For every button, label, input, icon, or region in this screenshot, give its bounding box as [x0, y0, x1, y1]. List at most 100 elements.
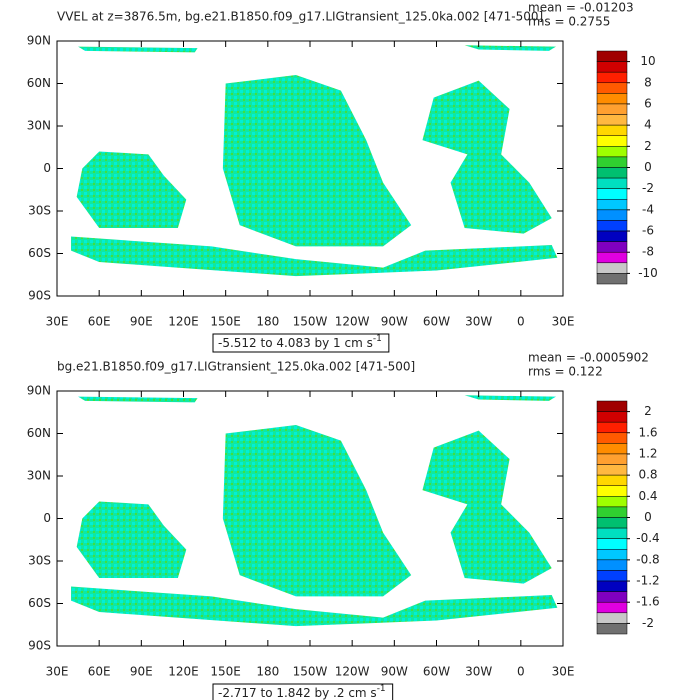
- ocean-field: [464, 45, 556, 51]
- x-tick-label: 120E: [168, 665, 199, 679]
- colorbar-label: -1.2: [636, 574, 659, 588]
- colorbar-label: 0.8: [638, 468, 657, 482]
- colorbar-swatch: [596, 432, 628, 444]
- colorbar-swatch: [596, 188, 628, 200]
- colorbar-swatch: [596, 273, 628, 285]
- colorbar-swatch: [596, 50, 628, 62]
- y-tick-label: 30S: [28, 554, 51, 568]
- colorbar-swatch: [596, 251, 628, 264]
- colorbar-label: 0: [644, 510, 652, 524]
- colorbar-swatch: [596, 135, 628, 147]
- colorbar-label: 2: [644, 404, 652, 418]
- colorbar-swatch: [596, 453, 628, 465]
- x-tick-label: 90E: [130, 665, 153, 679]
- range-frame: [212, 683, 394, 700]
- y-tick-label: 30S: [28, 204, 51, 218]
- plot-title: bg.e21.B1850.f09_g17.LIGtransient_125.0k…: [57, 360, 415, 374]
- colorbar-label: 2: [644, 139, 652, 153]
- colorbar-swatch: [596, 199, 628, 211]
- colorbar-swatch: [596, 591, 628, 603]
- range-frame: [212, 333, 390, 353]
- x-tick-label: 30W: [465, 665, 492, 679]
- ocean-field: [76, 501, 187, 578]
- x-tick-label: 30E: [552, 315, 575, 329]
- colorbar-swatch: [596, 538, 628, 550]
- y-tick-label: 30N: [27, 119, 51, 133]
- ocean-field: [464, 395, 556, 401]
- colorbar-label: 10: [640, 54, 655, 68]
- colorbar-label: -0.4: [636, 531, 659, 545]
- range-exponent: -1: [377, 684, 386, 694]
- colorbar-swatch: [596, 485, 628, 497]
- x-tick-label: 150W: [293, 665, 328, 679]
- colorbar-swatch: [596, 156, 628, 168]
- colorbar-swatch: [596, 443, 628, 455]
- y-tick-label: 30N: [27, 469, 51, 483]
- x-tick-label: 150W: [293, 315, 328, 329]
- x-tick-label: 90E: [130, 315, 153, 329]
- colorbar-label: -2: [642, 616, 654, 630]
- colorbar-swatch: [596, 517, 628, 529]
- range-exponent: -1: [373, 334, 382, 344]
- colorbar-swatch: [596, 506, 628, 518]
- colorbar-swatch: [596, 580, 628, 592]
- x-tick-label: 30E: [552, 665, 575, 679]
- y-tick-label: 90S: [28, 289, 51, 303]
- colorbar-swatch: [596, 220, 628, 232]
- y-tick-label: 0: [43, 161, 51, 175]
- x-tick-label: 120W: [335, 315, 370, 329]
- colorbar-swatch: [596, 124, 628, 136]
- x-tick-label: 150E: [210, 315, 241, 329]
- colorbar-swatch: [596, 623, 628, 635]
- x-tick-label: 60E: [88, 665, 111, 679]
- ocean-field: [76, 151, 187, 228]
- colorbar-label: 8: [644, 75, 652, 89]
- panel: bg.e21.B1850.f09_g17.LIGtransient_125.0k…: [27, 351, 660, 700]
- rms-label: rms = 0.122: [528, 365, 603, 379]
- colorbar-label: 4: [644, 118, 652, 132]
- colorbar-label: 6: [644, 96, 652, 110]
- y-tick-label: 0: [43, 511, 51, 525]
- colorbar-swatch: [596, 559, 628, 571]
- colorbar-swatch: [596, 103, 628, 115]
- mean-label: mean = -0.01203: [528, 1, 634, 15]
- colorbar-swatch: [596, 601, 628, 614]
- x-tick-label: 90W: [381, 315, 408, 329]
- colorbar-swatch: [596, 464, 628, 476]
- colorbar-swatch: [596, 93, 628, 105]
- colorbar-swatch: [596, 82, 628, 94]
- range-text: -2.717 to 1.842 by .2 cm s: [218, 686, 377, 700]
- colorbar-swatch: [596, 61, 628, 73]
- rms-label: rms = 0.2755: [528, 15, 610, 29]
- colorbar-label: -2: [642, 181, 654, 195]
- x-tick-label: 30E: [46, 665, 69, 679]
- y-tick-label: 60S: [28, 246, 51, 260]
- colorbar-label: -4: [642, 202, 654, 216]
- y-tick-label: 60S: [28, 596, 51, 610]
- ocean-field: [422, 80, 552, 234]
- plot-title: VVEL at z=3876.5m, bg.e21.B1850.f09_g17.…: [57, 10, 543, 24]
- y-tick-label: 60N: [27, 76, 51, 90]
- colorbar-label: -0.8: [636, 552, 659, 566]
- mean-label: mean = -0.0005902: [528, 351, 649, 365]
- range-text: -5.512 to 4.083 by 1 cm s: [218, 336, 373, 350]
- colorbar-label: 0: [644, 160, 652, 174]
- y-tick-label: 90S: [28, 639, 51, 653]
- colorbar-label: -8: [642, 245, 654, 259]
- x-tick-label: 180: [256, 315, 279, 329]
- colorbar-swatch: [596, 114, 628, 126]
- range-label: -5.512 to 4.083 by 1 cm s-1: [218, 334, 382, 350]
- x-tick-label: 30W: [465, 315, 492, 329]
- x-tick-label: 0: [517, 665, 525, 679]
- colorbar-swatch: [596, 570, 628, 582]
- colorbar-swatch: [596, 209, 628, 221]
- ocean-field: [71, 236, 558, 277]
- colorbar-swatch: [596, 400, 628, 412]
- ocean-field: [78, 46, 198, 53]
- colorbar-swatch: [596, 146, 628, 158]
- y-tick-label: 60N: [27, 426, 51, 440]
- colorbar-swatch: [596, 549, 628, 561]
- colorbar-label: 1.2: [638, 446, 657, 460]
- x-tick-label: 120W: [335, 665, 370, 679]
